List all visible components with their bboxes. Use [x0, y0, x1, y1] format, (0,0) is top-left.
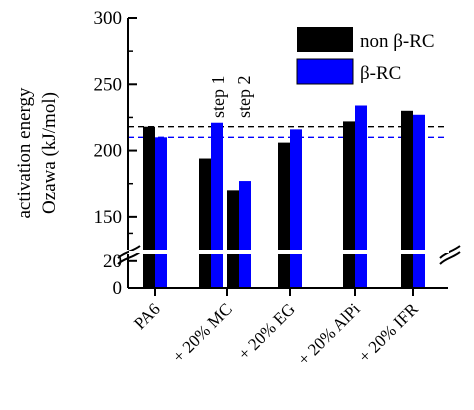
bar-4-non-beta-upper	[401, 110, 413, 250]
reference-lines	[128, 126, 448, 138]
x-category-label-4: + 20% IFR	[355, 299, 422, 366]
legend-label-beta-rc: β-RC	[360, 63, 401, 84]
x-categories: PA6 + 20% MC+ 20% EG+ 20% AlPi+ 20% IFR	[130, 288, 422, 369]
bar-1-non-beta-step2-lower	[227, 254, 239, 288]
axis-break-gap	[129, 251, 449, 253]
bar-1-beta-step1-upper	[211, 122, 223, 250]
y-ticks: 150 200 250 300 0 20	[94, 8, 137, 299]
axis-break-mark-right-2	[439, 251, 461, 265]
bar-1-beta-step2-upper	[239, 181, 251, 250]
legend: non β-RC β-RC	[296, 27, 435, 85]
bar-1-non-beta-step1-upper	[199, 158, 211, 250]
axis-break-mark-left-1	[117, 245, 141, 259]
bar-3-non-beta-lower	[343, 254, 355, 288]
y-tick-label-20: 20	[103, 251, 122, 272]
bar-4-beta-upper	[413, 114, 425, 250]
y-tick-label-150: 150	[94, 207, 123, 228]
bar-3-non-beta-upper	[343, 121, 355, 250]
y-axis-title-line1: activation energy	[14, 87, 35, 219]
axis-break-mark-left-2	[117, 251, 141, 265]
bar-0-beta-upper	[155, 137, 167, 250]
bar-1-beta-step2-lower	[239, 254, 251, 288]
legend-swatch-beta-rc	[296, 58, 354, 85]
y-tick-label-250: 250	[94, 74, 123, 95]
bar-4-beta-lower	[413, 254, 425, 288]
bar-2-beta-upper	[290, 129, 302, 250]
y-tick-label-0: 0	[113, 278, 123, 299]
bar-0-beta-lower	[155, 254, 167, 288]
bar-1-non-beta-step2-upper	[227, 190, 239, 250]
legend-label-non-beta-rc: non β-RC	[360, 31, 435, 52]
axis-break-mark-right-1	[439, 245, 461, 259]
bar-1-non-beta-step1-lower	[199, 254, 211, 288]
annotation-step-2: step 2	[234, 76, 254, 119]
bar-2-beta-lower	[290, 254, 302, 288]
bar-4-non-beta-lower	[401, 254, 413, 288]
x-category-label-0: PA6	[130, 299, 164, 333]
bar-0-non-beta-lower	[143, 254, 155, 288]
bar-1-beta-step1-lower	[211, 254, 223, 288]
axes	[117, 18, 461, 289]
y-tick-label-300: 300	[94, 8, 123, 29]
x-category-label-1: + 20% MC	[169, 299, 236, 366]
annotation-step-1: step 1	[208, 76, 228, 119]
bars	[143, 105, 425, 288]
bar-3-beta-lower	[355, 254, 367, 288]
bar-3-beta-upper	[355, 105, 367, 250]
bar-2-non-beta-upper	[278, 142, 290, 250]
x-category-label-2: + 20% EG	[235, 299, 299, 363]
legend-swatch-non-beta-rc	[297, 27, 353, 52]
y-tick-label-200: 200	[94, 141, 123, 162]
x-category-label-3: + 20% AlPi	[294, 299, 364, 369]
bar-0-non-beta-upper	[143, 126, 155, 250]
bar-2-non-beta-lower	[278, 254, 290, 288]
y-axis-title-line2: Ozawa (kJ/mol)	[39, 92, 60, 214]
